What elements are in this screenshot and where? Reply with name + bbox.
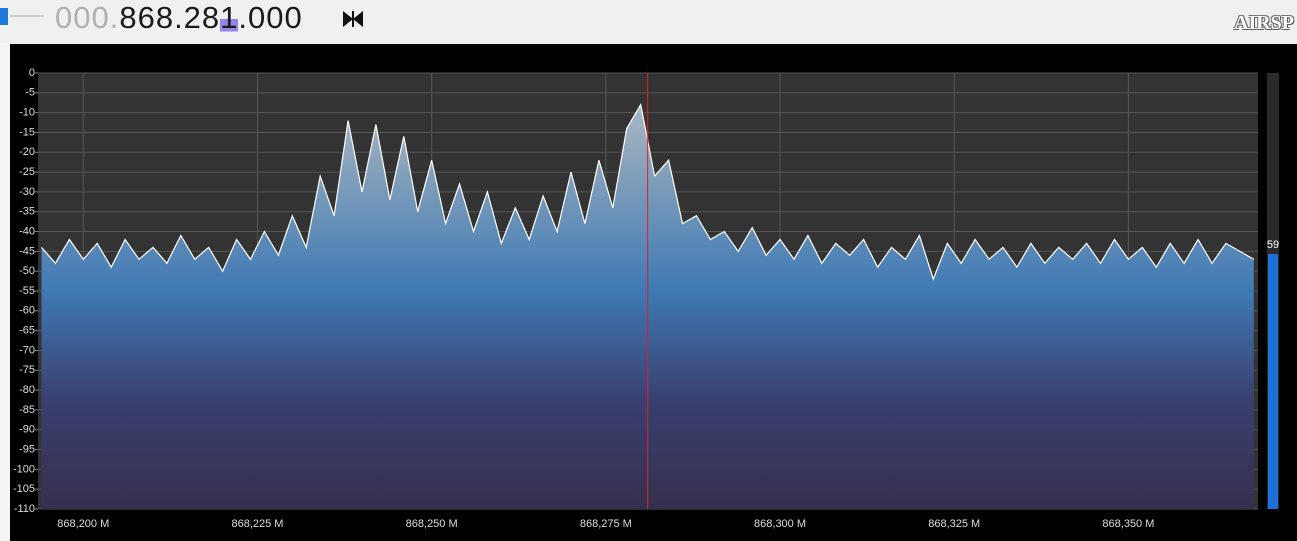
y-tick-label: -95 (19, 443, 35, 455)
x-tick-label: 868,300 M (754, 518, 806, 530)
x-tick-label: 868,350 M (1102, 518, 1154, 530)
y-tick-label: -60 (19, 305, 35, 317)
y-tick-label: -35 (19, 206, 35, 218)
y-tick-label: -80 (19, 384, 35, 396)
freq-digits: 000. (55, 0, 120, 35)
y-tick-label: 0 (29, 67, 35, 79)
frequency-display[interactable]: 000.868.281.000 (55, 0, 303, 36)
y-tick-label: -90 (19, 424, 35, 436)
y-tick-label: -65 (19, 325, 35, 337)
y-tick-label: -45 (19, 245, 35, 257)
y-tick-label: -10 (19, 107, 35, 119)
y-tick-label: -30 (19, 186, 35, 198)
left-strip (0, 43, 10, 541)
y-tick-label: -15 (19, 126, 35, 138)
freq-digits: .000 (238, 0, 303, 35)
x-tick-label: 868,275 M (580, 518, 632, 530)
y-tick-label: -5 (25, 87, 35, 99)
logo: AIRSP (1234, 12, 1295, 34)
x-tick-label: 868,325 M (928, 518, 980, 530)
play-indicator[interactable] (0, 8, 8, 25)
y-tick-label: -110 (14, 503, 35, 515)
tune-icon[interactable] (342, 10, 364, 28)
y-tick-label: -25 (19, 166, 35, 178)
y-tick-label: -75 (19, 364, 35, 376)
y-tick-label: -55 (19, 285, 35, 297)
x-tick-label: 868,200 M (57, 518, 109, 530)
y-tick-label: -105 (13, 483, 35, 495)
y-tick-label: -20 (19, 146, 35, 158)
meter-label: 59 (1267, 239, 1279, 251)
freq-digits: 868.28 (119, 0, 221, 35)
x-tick-label: 868,250 M (406, 518, 458, 530)
toolbar: 000.868.281.000 AIRSP (0, 0, 1297, 43)
meter-fill (1268, 254, 1278, 509)
y-tick-label: -100 (13, 463, 35, 475)
slider[interactable] (10, 15, 44, 17)
freq-cursor-digit[interactable]: 1 (220, 0, 239, 35)
y-tick-label: -85 (19, 404, 35, 416)
y-tick-label: -70 (19, 344, 35, 356)
y-tick-label: -50 (19, 265, 35, 277)
spectrum-panel: 59 0 -5 -10 -15 -20 -25 -30 -35 -40 -45 -50 -55 -60 -… (0, 43, 1297, 541)
y-tick-label: -40 (19, 225, 35, 237)
x-tick-label: 868,225 M (231, 518, 283, 530)
